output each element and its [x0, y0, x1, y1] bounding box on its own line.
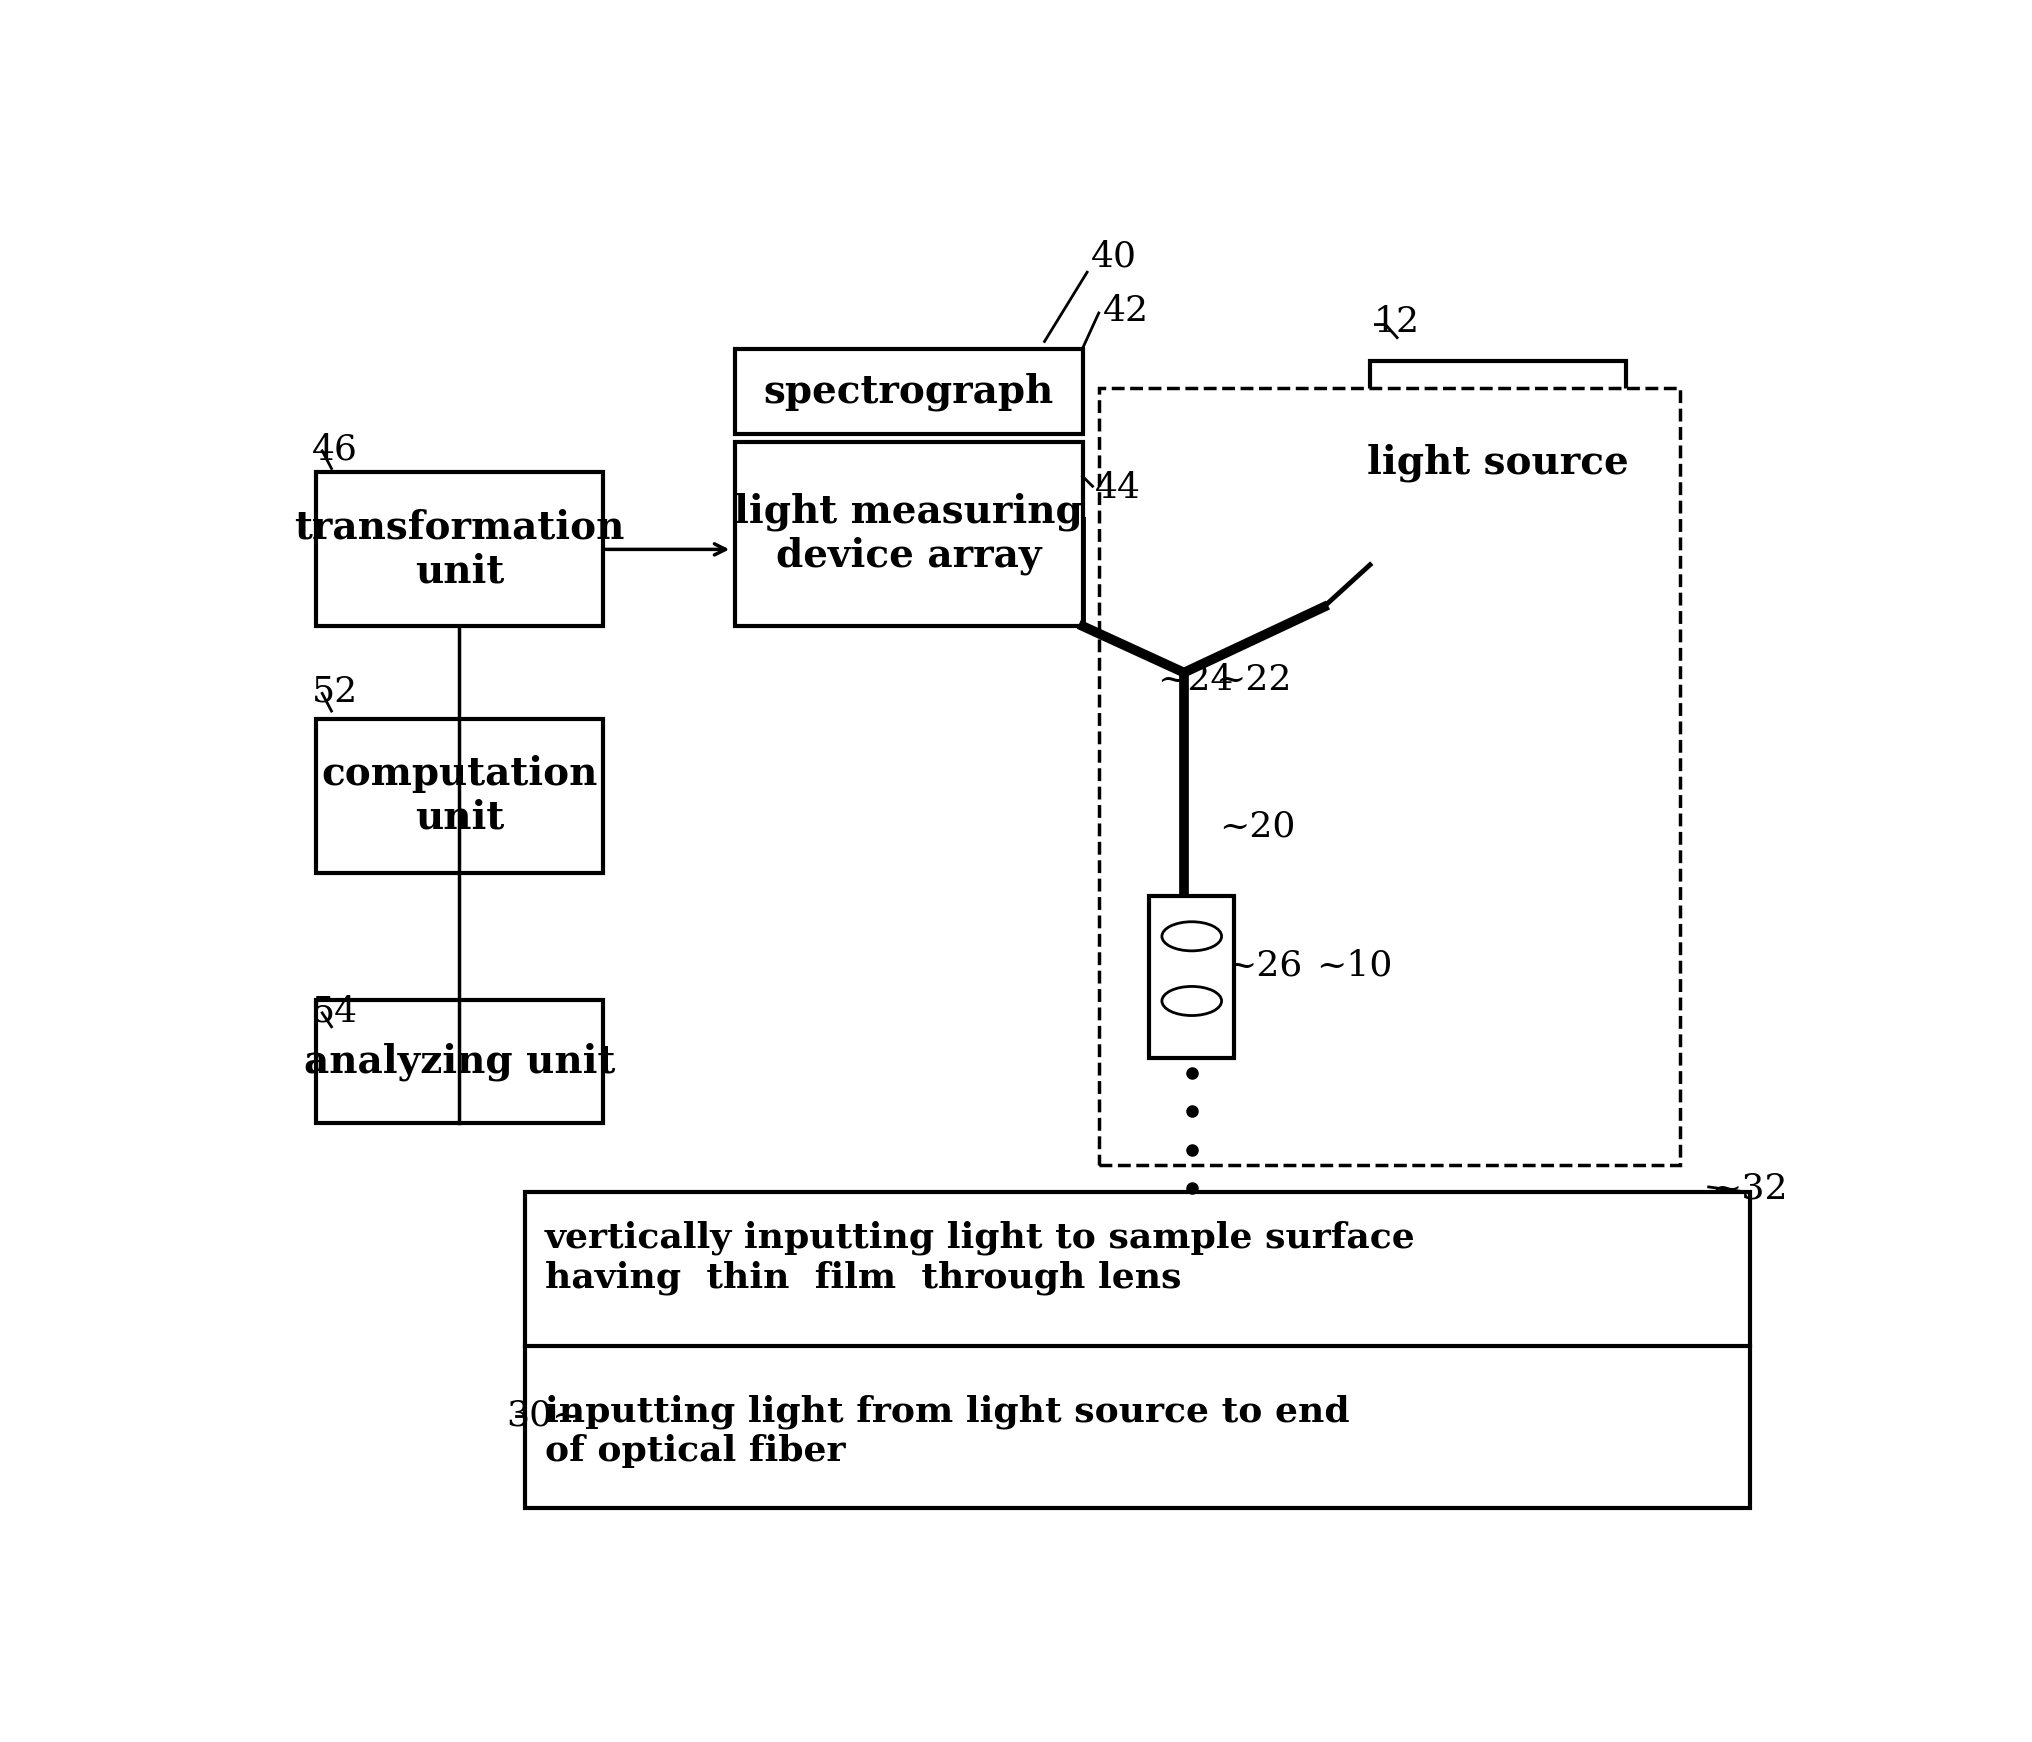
Text: spectrograph: spectrograph [764, 373, 1055, 411]
Text: ~10: ~10 [1317, 948, 1392, 982]
Ellipse shape [1162, 922, 1221, 951]
Text: analyzing unit: analyzing unit [303, 1042, 616, 1080]
FancyBboxPatch shape [1150, 895, 1233, 1057]
Text: 30~: 30~ [506, 1399, 583, 1432]
Text: ~32: ~32 [1711, 1171, 1788, 1205]
FancyBboxPatch shape [1099, 388, 1680, 1165]
FancyBboxPatch shape [734, 441, 1083, 627]
FancyBboxPatch shape [734, 348, 1083, 434]
Text: ~22: ~22 [1215, 664, 1292, 697]
Text: 40: 40 [1091, 240, 1138, 273]
FancyBboxPatch shape [317, 472, 604, 627]
Text: computation
unit: computation unit [321, 754, 597, 836]
Text: 46: 46 [313, 432, 358, 467]
Text: vertically inputting light to sample surface
having  thin  film  through lens: vertically inputting light to sample sur… [545, 1221, 1416, 1294]
Text: ~20: ~20 [1219, 810, 1294, 843]
Text: ~26: ~26 [1227, 948, 1303, 982]
FancyBboxPatch shape [1370, 361, 1626, 564]
Text: 42: 42 [1103, 294, 1148, 327]
Text: light measuring
device array: light measuring device array [734, 493, 1083, 575]
Text: transformation
unit: transformation unit [295, 509, 624, 591]
FancyBboxPatch shape [524, 1192, 1750, 1509]
Text: inputting light from light source to end
of optical fiber: inputting light from light source to end… [545, 1394, 1349, 1469]
Text: 52: 52 [313, 674, 358, 709]
FancyBboxPatch shape [317, 1000, 604, 1124]
Text: ~24: ~24 [1156, 664, 1233, 697]
Text: 44: 44 [1095, 470, 1140, 505]
Text: light source: light source [1368, 444, 1630, 483]
Ellipse shape [1162, 986, 1221, 1016]
Text: 12: 12 [1374, 305, 1420, 340]
FancyBboxPatch shape [317, 719, 604, 873]
Text: 54: 54 [313, 995, 358, 1028]
